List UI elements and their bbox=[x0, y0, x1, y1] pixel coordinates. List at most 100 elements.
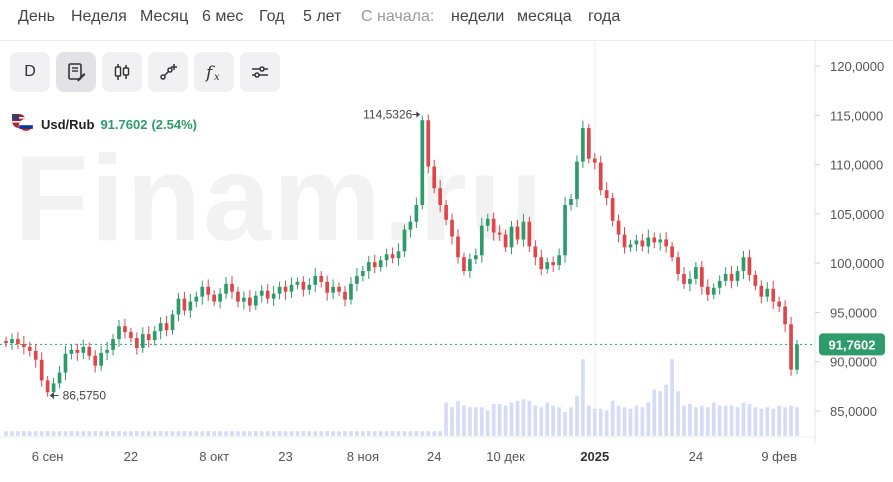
candle bbox=[182, 298, 187, 311]
volume-bar bbox=[616, 405, 621, 436]
period-6-months[interactable]: 6 мес bbox=[202, 8, 244, 25]
candle bbox=[694, 267, 698, 279]
chart-type-button[interactable] bbox=[102, 52, 142, 92]
volume-bar bbox=[301, 431, 306, 436]
volume-bar bbox=[45, 431, 50, 436]
candle bbox=[598, 162, 603, 191]
drawing-tools-button[interactable] bbox=[148, 52, 188, 92]
volume-bar bbox=[152, 431, 157, 436]
volume-bar bbox=[735, 407, 740, 436]
period-year[interactable]: Год bbox=[259, 8, 285, 25]
candle bbox=[569, 199, 573, 205]
candle bbox=[652, 237, 657, 243]
ru-flag-icon bbox=[18, 118, 34, 134]
candle bbox=[123, 326, 127, 333]
period-month[interactable]: Месяц bbox=[140, 8, 189, 25]
since-week[interactable]: недели bbox=[451, 8, 505, 25]
svg-text:f: f bbox=[204, 63, 215, 83]
volume-bar bbox=[236, 431, 240, 436]
max-arrow-head bbox=[416, 111, 421, 118]
volume-bar bbox=[93, 431, 98, 436]
period-day[interactable]: День bbox=[18, 8, 55, 25]
candle bbox=[33, 350, 38, 360]
volume-bar bbox=[378, 431, 383, 436]
candle bbox=[27, 346, 32, 351]
volume-bar bbox=[343, 431, 347, 436]
instrument-change: (2.54%) bbox=[151, 116, 197, 132]
candle bbox=[622, 234, 627, 248]
candle bbox=[456, 236, 460, 258]
volume-bar bbox=[515, 400, 520, 436]
candle bbox=[747, 257, 752, 275]
y-tick-label: 115,0000 bbox=[830, 108, 883, 123]
interval-label: D bbox=[24, 63, 36, 80]
volume-bar bbox=[509, 402, 514, 436]
min-price-annotation: 86,5750 bbox=[63, 388, 107, 402]
candle bbox=[545, 262, 550, 270]
volume-bar bbox=[325, 431, 330, 436]
candle bbox=[253, 295, 258, 306]
since-month[interactable]: месяца bbox=[517, 8, 572, 25]
candle bbox=[319, 275, 324, 282]
volume-bar bbox=[164, 431, 169, 436]
volume-bar bbox=[307, 431, 312, 436]
y-tick-label: 105,0000 bbox=[830, 207, 884, 222]
volume-bar bbox=[170, 431, 175, 436]
candle bbox=[408, 221, 413, 230]
candle bbox=[402, 229, 407, 252]
interval-button[interactable]: D bbox=[10, 52, 50, 92]
candle bbox=[93, 355, 98, 366]
volume-bar bbox=[57, 431, 62, 436]
volume-bar bbox=[795, 407, 799, 436]
volume-bar bbox=[771, 408, 776, 436]
volume-bar bbox=[456, 400, 460, 436]
indicators-button[interactable]: f x bbox=[194, 52, 234, 92]
volume-bar bbox=[414, 431, 419, 436]
candle bbox=[158, 323, 163, 332]
since-year[interactable]: года bbox=[588, 8, 621, 25]
candle bbox=[688, 278, 692, 284]
candle bbox=[343, 291, 347, 300]
volume-bar bbox=[491, 404, 496, 436]
candle bbox=[271, 293, 276, 299]
candle bbox=[521, 221, 526, 240]
candle bbox=[396, 251, 401, 259]
candle bbox=[170, 314, 175, 331]
candle bbox=[699, 267, 704, 287]
candle bbox=[426, 120, 431, 167]
period-5-years[interactable]: 5 лет bbox=[303, 8, 342, 25]
x-tick-label: 2025 bbox=[580, 449, 609, 464]
volume-bar bbox=[372, 431, 377, 436]
settings-button[interactable] bbox=[240, 52, 280, 92]
volume-bar bbox=[598, 408, 603, 436]
volume-bar bbox=[676, 391, 680, 436]
instrument-symbol: Usd/Rub bbox=[41, 116, 95, 132]
volume-bar bbox=[111, 431, 115, 436]
candle bbox=[575, 161, 579, 200]
volume-bar bbox=[741, 402, 746, 436]
candle bbox=[247, 297, 252, 306]
volume-bar bbox=[99, 431, 104, 436]
candle bbox=[491, 218, 496, 233]
volume-bar bbox=[27, 431, 32, 436]
period-week[interactable]: Неделя bbox=[71, 8, 127, 25]
candle bbox=[289, 284, 294, 292]
volume-bar bbox=[545, 402, 550, 436]
volume-bar bbox=[349, 431, 353, 436]
document-pen-icon bbox=[68, 63, 86, 82]
volume-bar bbox=[408, 431, 413, 436]
candle bbox=[479, 225, 484, 256]
candle bbox=[640, 240, 645, 247]
volume-bar bbox=[765, 407, 770, 436]
notes-button[interactable] bbox=[56, 52, 96, 92]
candle bbox=[592, 158, 597, 163]
candle bbox=[111, 339, 115, 350]
volume-bar bbox=[777, 405, 782, 436]
volume-bar bbox=[200, 431, 205, 436]
candle bbox=[57, 372, 62, 384]
volume-bar bbox=[473, 407, 478, 436]
candle bbox=[795, 344, 799, 370]
y-tick-label: 85,0000 bbox=[830, 404, 877, 419]
volume-bar bbox=[16, 431, 20, 436]
